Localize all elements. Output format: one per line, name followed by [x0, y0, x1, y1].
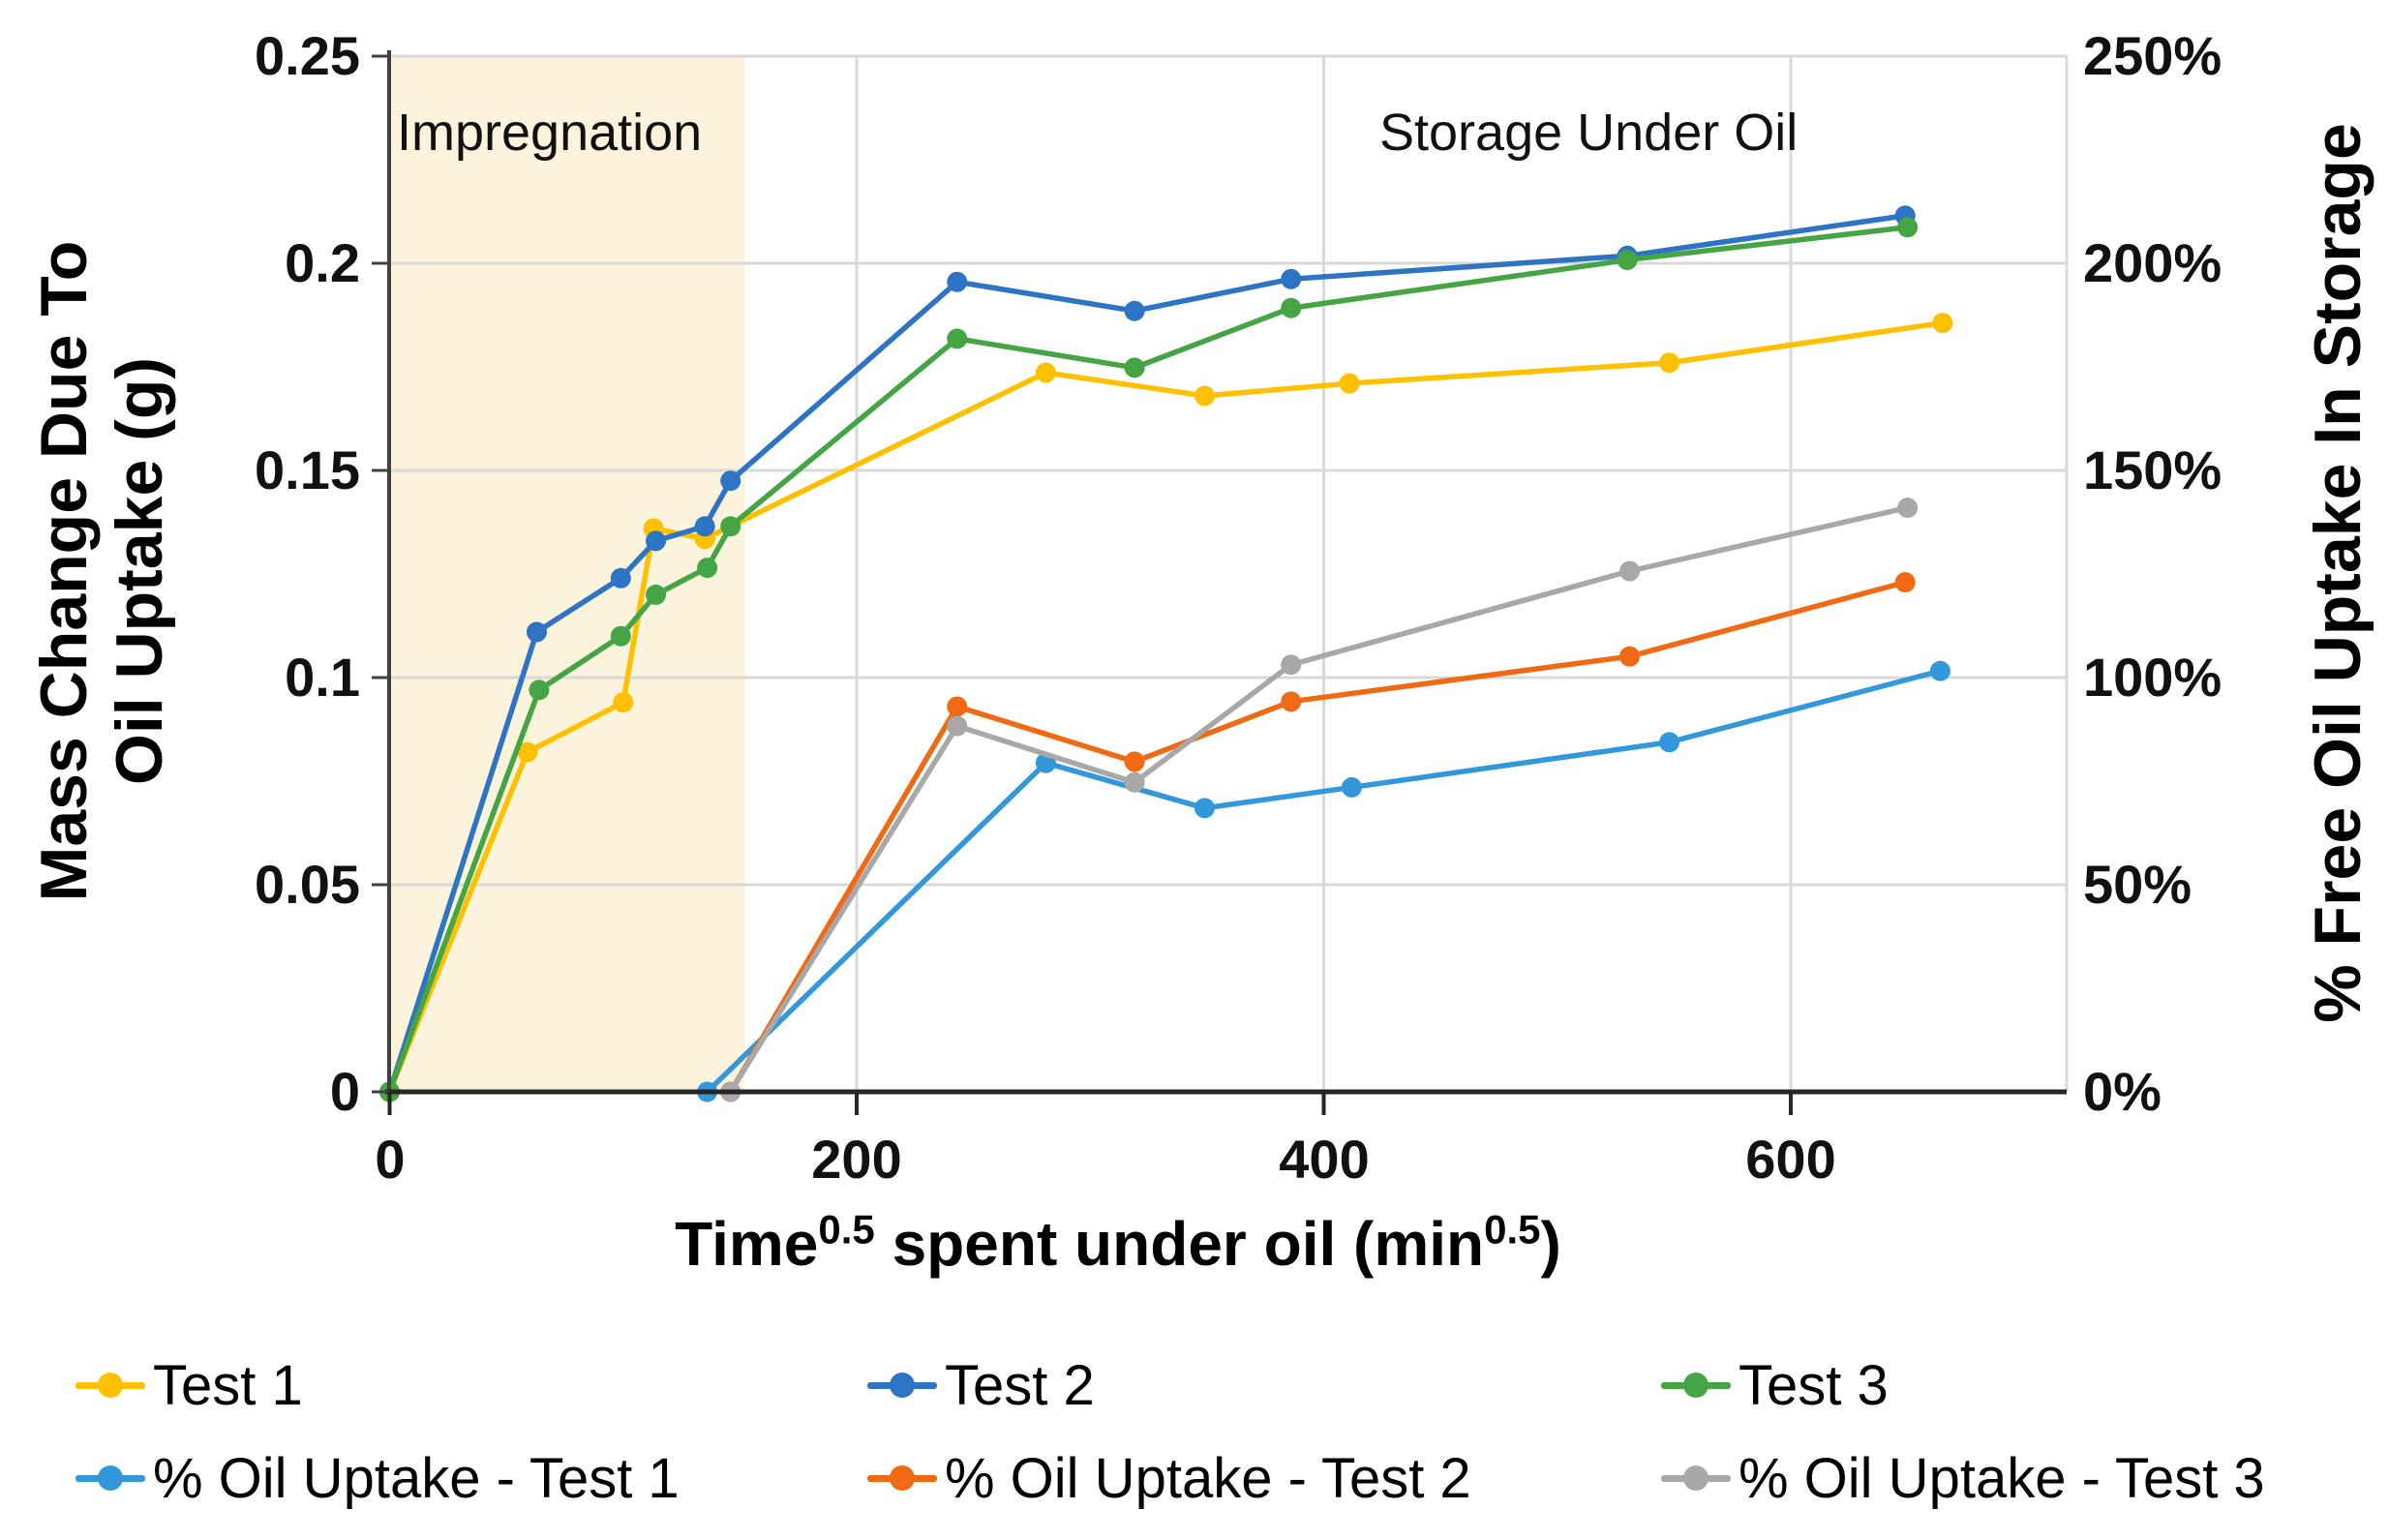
x-title-superscript: 0.5: [1484, 1206, 1541, 1253]
x-tick: 200: [811, 1129, 902, 1190]
legend-swatch-test-1: [76, 1373, 145, 1398]
y-left-axis-title: Mass Change Due To Oil Uptake (g): [26, 241, 177, 902]
legend-label: % Oil Uptake - Test 3: [1739, 1446, 2265, 1510]
y-right-tick: 200%: [2083, 232, 2223, 293]
legend-label: % Oil Uptake - Test 2: [945, 1446, 1471, 1510]
legend-swatch-test-2: [867, 1373, 937, 1398]
y-right-tick: 250%: [2083, 25, 2223, 86]
x-title-text: ): [1540, 1209, 1561, 1279]
y-left-tick: 0.15: [255, 439, 360, 500]
legend-label: Test 3: [1739, 1353, 1889, 1417]
legend-item-pct-oil-uptake-test-3: % Oil Uptake - Test 3: [1661, 1444, 2265, 1512]
y-left-tick: 0.05: [255, 854, 360, 915]
legend-item-pct-oil-uptake-test-1: % Oil Uptake - Test 1: [76, 1444, 680, 1512]
legend-item-test-3: Test 3: [1661, 1351, 1889, 1419]
y-left-tick: 0: [329, 1061, 360, 1122]
legend-label: Test 1: [153, 1353, 303, 1417]
y-right-tick: 0%: [2083, 1061, 2162, 1122]
x-title-superscript: 0.5: [818, 1206, 875, 1253]
x-tick: 400: [1279, 1129, 1370, 1190]
impregnation-label: Impregnation: [397, 104, 703, 162]
legend-item-test-1: Test 1: [76, 1351, 303, 1419]
y-right-tick: 100%: [2083, 647, 2223, 708]
y-left-tick: 0.1: [285, 647, 360, 708]
y-left-tick: 0.2: [285, 232, 360, 293]
y-right-tick: 50%: [2083, 854, 2192, 915]
y-right-tick: 150%: [2083, 439, 2223, 500]
legend-swatch-pct-oil-uptake-test-2: [867, 1465, 937, 1491]
y-left-axis-title-line2: Oil Uptake (g): [103, 356, 176, 786]
y-left-axis-title-line1: Mass Change Due To: [27, 240, 101, 902]
legend-label: Test 2: [945, 1353, 1095, 1417]
storage-under-oil-label: Storage Under Oil: [1379, 104, 1799, 162]
legend-swatch-test-3: [1661, 1373, 1731, 1398]
y-right-axis-title: % Free Oil Uptake In Storage: [2301, 123, 2374, 1023]
legend-label: % Oil Uptake - Test 1: [153, 1446, 680, 1510]
legend-item-test-2: Test 2: [867, 1351, 1095, 1419]
legend-item-pct-oil-uptake-test-2: % Oil Uptake - Test 2: [867, 1444, 1471, 1512]
y-left-tick: 0.25: [255, 25, 360, 86]
x-title-text: spent under oil (min: [874, 1209, 1485, 1279]
x-tick: 600: [1745, 1129, 1836, 1190]
legend-swatch-pct-oil-uptake-test-3: [1661, 1465, 1731, 1491]
x-title-text: Time: [675, 1209, 819, 1279]
x-axis-title: Time0.5 spent under oil (min0.5): [675, 1208, 1561, 1280]
legend-swatch-pct-oil-uptake-test-1: [76, 1465, 145, 1491]
x-tick: 0: [375, 1129, 406, 1190]
